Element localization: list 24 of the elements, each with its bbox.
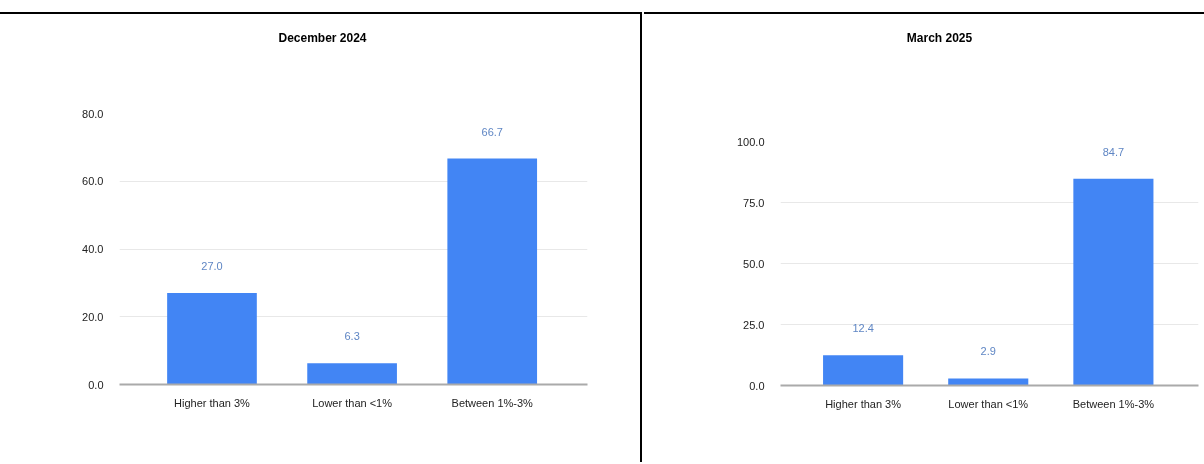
- data-label: 12.4: [852, 322, 874, 335]
- data-label: 66.7: [481, 125, 503, 138]
- y-tick-label: 75.0: [743, 196, 765, 209]
- chart-title: March 2025: [906, 30, 973, 45]
- x-tick-label: Between 1%-3%: [1072, 397, 1155, 410]
- x-tick-label: Higher than 3%: [174, 396, 251, 409]
- y-tick-label: 80.0: [82, 107, 104, 120]
- y-tick-label: 0.0: [749, 379, 765, 392]
- y-tick-label: 20.0: [82, 310, 104, 323]
- data-label: 27.0: [201, 260, 223, 273]
- y-tick-label: 50.0: [743, 257, 765, 270]
- y-tick-label: 0.0: [88, 378, 104, 391]
- y-tick-label: 40.0: [82, 243, 104, 255]
- y-tick-label: 100.0: [736, 135, 765, 148]
- data-label: 84.7: [1102, 145, 1125, 158]
- x-tick-label: Higher than 3%: [825, 397, 902, 410]
- y-tick-label: 25.0: [743, 318, 765, 331]
- chart-title: December 2024: [278, 30, 367, 45]
- y-tick-label: 60.0: [82, 175, 104, 188]
- x-tick-label: Between 1%-3%: [451, 396, 534, 409]
- data-label: 2.9: [980, 345, 996, 358]
- data-label: 6.3: [344, 330, 360, 343]
- x-tick-label: Lower than <1%: [948, 397, 1029, 410]
- x-tick-label: Lower than <1%: [312, 396, 393, 409]
